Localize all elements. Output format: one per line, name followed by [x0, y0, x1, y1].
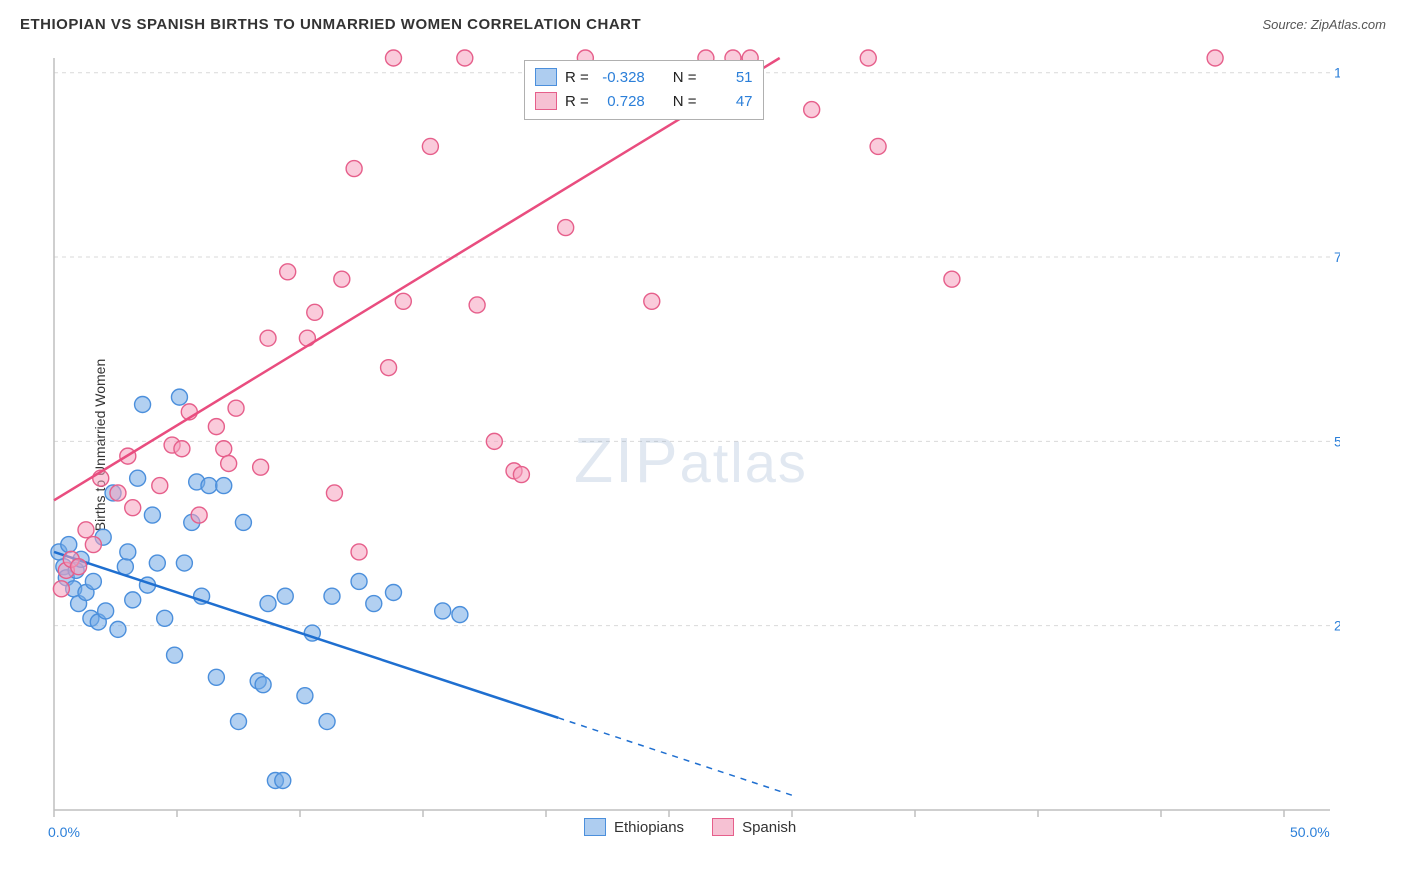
source-attribution: Source: ZipAtlas.com: [1262, 17, 1386, 32]
data-point: [334, 271, 350, 287]
chart-title: ETHIOPIAN VS SPANISH BIRTHS TO UNMARRIED…: [20, 16, 641, 33]
data-point: [275, 773, 291, 789]
data-point: [452, 607, 468, 623]
legend-swatch: [712, 818, 734, 836]
data-point: [944, 271, 960, 287]
data-point: [435, 603, 451, 619]
trend-line: [54, 58, 780, 500]
data-point: [381, 360, 397, 376]
data-point: [120, 544, 136, 560]
y-tick-label: 25.0%: [1334, 618, 1340, 634]
data-point: [130, 470, 146, 486]
series-swatch: [535, 92, 557, 110]
data-point: [260, 330, 276, 346]
series-swatch: [535, 68, 557, 86]
data-point: [221, 455, 237, 471]
data-point: [231, 714, 247, 730]
data-point: [144, 507, 160, 523]
data-point: [98, 603, 114, 619]
data-point: [385, 585, 401, 601]
data-point: [307, 304, 323, 320]
legend-label: Ethiopians: [614, 819, 684, 836]
stats-row: R =0.728N =47: [535, 89, 753, 113]
data-point: [176, 555, 192, 571]
data-point: [85, 537, 101, 553]
legend-label: Spanish: [742, 819, 796, 836]
data-point: [71, 559, 87, 575]
data-point: [513, 467, 529, 483]
data-point: [125, 500, 141, 516]
data-point: [346, 161, 362, 177]
data-point: [167, 647, 183, 663]
chart-area: Births to Unmarried Women 25.0%50.0%75.0…: [44, 48, 1340, 842]
data-point: [208, 419, 224, 435]
scatter-plot: 25.0% 50.0% 75.0% 100.0%: [44, 48, 1340, 842]
data-point: [457, 50, 473, 66]
data-point: [870, 138, 886, 154]
data-point: [110, 485, 126, 501]
data-point: [208, 669, 224, 685]
data-point: [78, 522, 94, 538]
data-point: [277, 588, 293, 604]
data-point: [385, 50, 401, 66]
data-point: [53, 581, 69, 597]
data-point: [85, 573, 101, 589]
legend-item: Ethiopians: [584, 818, 684, 836]
data-point: [422, 138, 438, 154]
data-point: [228, 400, 244, 416]
data-point: [644, 293, 660, 309]
data-point: [351, 573, 367, 589]
data-point: [1207, 50, 1223, 66]
data-point: [171, 389, 187, 405]
data-point: [486, 433, 502, 449]
data-point: [253, 459, 269, 475]
data-point: [174, 441, 190, 457]
series-legend: Ethiopians Spanish: [584, 818, 796, 836]
data-point: [280, 264, 296, 280]
legend-item: Spanish: [712, 818, 796, 836]
data-point: [297, 688, 313, 704]
data-point: [216, 441, 232, 457]
data-point: [351, 544, 367, 560]
data-point: [469, 297, 485, 313]
data-point: [157, 610, 173, 626]
data-point: [319, 714, 335, 730]
stats-legend-box: R =-0.328N =51R =0.728N =47: [524, 60, 764, 120]
data-point: [201, 478, 217, 494]
data-point: [558, 220, 574, 236]
data-point: [110, 621, 126, 637]
data-point: [804, 102, 820, 118]
data-point: [324, 588, 340, 604]
data-point: [260, 596, 276, 612]
trend-line-dashed: [558, 718, 792, 795]
y-tick-label: 100.0%: [1334, 65, 1340, 81]
y-tick-label: 50.0%: [1334, 433, 1340, 449]
x-axis-min-label: 0.0%: [48, 824, 80, 840]
data-point: [125, 592, 141, 608]
data-point: [395, 293, 411, 309]
data-point: [191, 507, 207, 523]
data-point: [152, 478, 168, 494]
data-point: [149, 555, 165, 571]
stats-row: R =-0.328N =51: [535, 65, 753, 89]
data-point: [135, 397, 151, 413]
x-axis-max-label: 50.0%: [1290, 824, 1330, 840]
data-point: [61, 537, 77, 553]
data-point: [366, 596, 382, 612]
y-tick-label: 75.0%: [1334, 249, 1340, 265]
data-point: [326, 485, 342, 501]
data-point: [235, 514, 251, 530]
legend-swatch: [584, 818, 606, 836]
data-point: [255, 677, 271, 693]
data-point: [216, 478, 232, 494]
data-point: [860, 50, 876, 66]
